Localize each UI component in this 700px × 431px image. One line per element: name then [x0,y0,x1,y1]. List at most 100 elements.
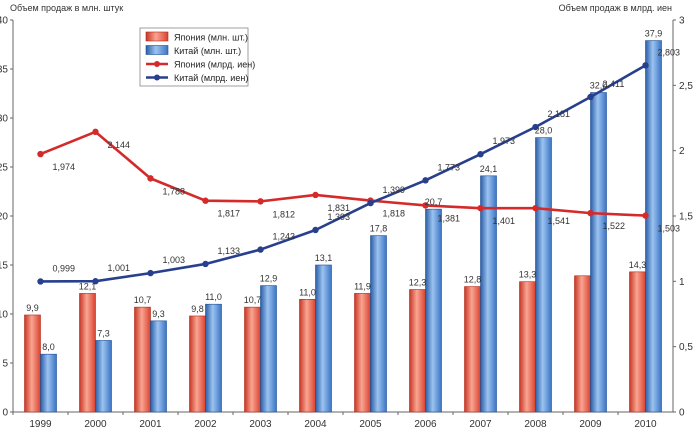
line-label-japan: 1,788 [163,186,186,196]
point-japan-yen [147,175,154,182]
bar-label-china: 12,9 [260,274,278,284]
point-japan-yen [202,197,209,204]
point-china-yen [92,278,99,285]
bar-japan-units [574,275,591,413]
line-label-china: 2,803 [658,47,681,57]
point-japan-yen [92,128,99,136]
x-tick-label: 2009 [579,419,602,430]
bar-label-china: 32,0 [590,81,608,91]
point-china-yen [37,278,44,285]
left-tick-label: 5 [2,359,8,370]
point-japan-yen [477,204,484,212]
line-label-china: 1,133 [218,246,241,256]
line-label-china: 1,393 [328,212,351,222]
bar-japan-units [629,271,646,413]
bar-label-japan: 11,0 [299,287,316,297]
line-label-japan: 1,974 [53,162,76,172]
line-label-china: 2,411 [603,79,625,89]
legend-label: Китай (млрд. иен) [174,73,248,83]
bar-label-china: 7,3 [97,328,110,338]
line-label-china: 1,003 [163,255,186,265]
x-tick-label: 2004 [304,419,327,430]
x-tick-label: 2001 [139,419,162,430]
line-label-japan: 1,522 [603,221,626,231]
bar-label-japan: 12,3 [409,278,427,288]
bar-label-japan: 12,1 [79,281,97,291]
point-china-yen [642,62,649,69]
left-tick-label: 0 [2,408,8,419]
right-tick-label: 0,5 [679,342,693,353]
point-japan-yen [422,202,429,209]
x-tick-label: 2002 [194,419,217,430]
bar-label-japan: 10,7 [244,295,262,305]
bar-china-units [205,303,222,413]
point-china-yen [257,246,264,253]
bar-label-japan: 9,9 [26,303,39,313]
x-tick-label: 2006 [414,419,437,430]
bar-japan-units [134,306,151,413]
line-label-japan: 2,144 [108,140,131,150]
bar-label-japan: 12,8 [464,275,482,285]
point-china-yen [477,150,484,158]
x-tick-label: 2000 [84,419,107,430]
bar-china-units [425,208,442,413]
bar-label-japan: 13,3 [519,270,537,280]
bar-china-units [535,137,552,413]
bar-japan-units [354,293,371,413]
legend-swatch-marker [154,74,160,81]
data-labels: 9,9 12,1 10,7 9,8 10,7 11,0 11,9 12,3 12,8 13,3 14… [26,29,680,353]
point-japan-yen [257,198,264,205]
line-label-japan: 1,503 [658,224,681,234]
bar-japan-units [409,289,426,413]
left-tick-label: 30 [0,114,8,125]
left-tick-label: 35 [0,65,8,76]
line-label-china: 1,243 [273,232,296,242]
legend-label: Япония (млн. шт.) [174,33,248,43]
left-tick-label: 25 [0,163,8,174]
point-japan-yen [532,204,539,212]
bar-japan-units [299,298,316,413]
legend-label: Япония (млрд. иен) [174,60,255,70]
bar-japan-units [79,293,96,413]
point-china-yen [312,226,319,234]
right-tick-label: 1 [679,277,685,288]
legend-swatch [145,31,169,42]
bar-label-japan: 11,9 [354,281,371,291]
right-tick-label: 2 [679,146,685,157]
bar-japan-units [519,281,536,413]
x-tick-label: 1999 [29,419,52,430]
right-tick-label: 2,5 [679,81,693,92]
bar-label-japan: 14,3 [629,260,647,270]
x-tick-label: 2005 [359,419,382,430]
point-china-yen [202,260,209,268]
line-label-china: 2,181 [548,109,571,119]
bar-china-units [645,40,662,413]
x-tick-label: 2010 [634,419,657,430]
right-tick-label: 3 [679,16,685,27]
line-china-yen [40,64,647,283]
x-tick-label: 2008 [524,419,547,430]
line-japan-yen [40,130,646,217]
lines [37,62,649,285]
point-japan-yen [37,150,44,158]
bar-label-china: 20,7 [425,197,443,207]
left-tick-label: 20 [0,212,8,223]
line-label-japan: 1,812 [273,209,296,219]
point-japan-yen [587,209,594,217]
point-china-yen [147,269,154,277]
bar-japan-units [464,286,481,413]
right-tick-label: 1,5 [679,212,693,223]
bar-label-china: 9,3 [152,309,165,319]
bar-label-china: 13,1 [315,253,333,263]
bar-china-units [315,264,332,413]
x-tick-label: 2003 [249,419,272,430]
right-tick-label: 0 [679,408,685,419]
point-china-yen [367,199,374,207]
bar-label-china: 11,0 [205,292,222,302]
bar-label-japan: 9,8 [191,304,204,314]
bar-label-china: 8,0 [42,342,55,352]
bar-label-china: 17,8 [370,224,388,234]
point-japan-yen [312,191,319,199]
line-label-japan: 1,831 [328,203,351,213]
